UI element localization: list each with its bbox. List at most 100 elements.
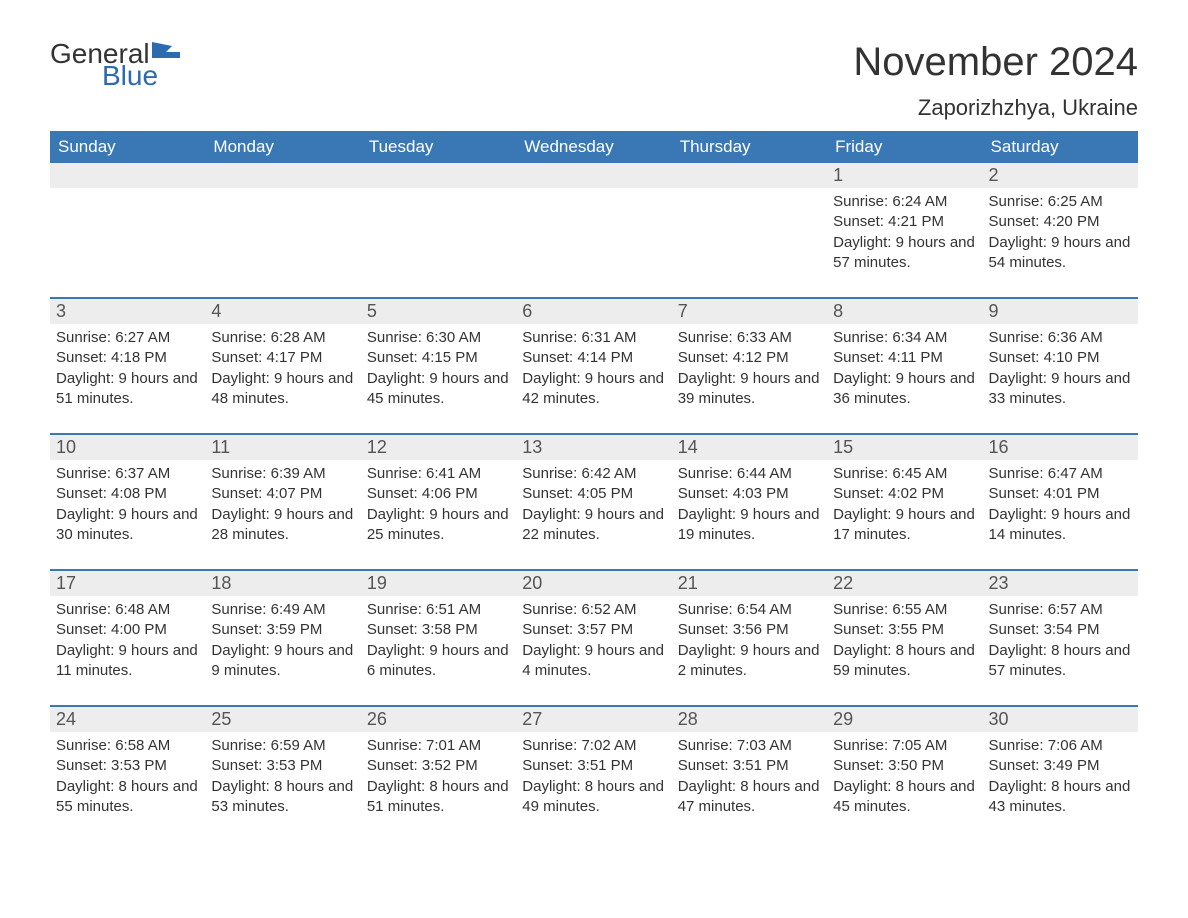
sunrise-label: Sunrise: xyxy=(678,737,737,754)
sunrise-line: Sunrise: 6:48 AM xyxy=(56,600,199,620)
day-number: 18 xyxy=(211,573,231,593)
daylight-line: Daylight: 8 hours and 45 minutes. xyxy=(833,777,976,818)
day-number: 8 xyxy=(833,301,843,321)
sunrise-label: Sunrise: xyxy=(522,329,581,346)
sunset-line: Sunset: 4:21 PM xyxy=(833,212,976,232)
day-body: Sunrise: 7:03 AMSunset: 3:51 PMDaylight:… xyxy=(672,732,827,817)
day-cell xyxy=(361,163,516,283)
day-cell: 2 Sunrise: 6:25 AMSunset: 4:20 PM Daylight… xyxy=(983,163,1138,283)
day-body: Sunrise: 6:59 AMSunset: 3:53 PMDaylight:… xyxy=(205,732,360,817)
daylight-label: Daylight: xyxy=(989,642,1052,659)
day-cell: 13Sunrise: 6:42 AMSunset: 4:05 PMDayligh… xyxy=(516,435,671,555)
sunrise-label: Sunrise: xyxy=(211,329,270,346)
sunset-line: Sunset: 4:11 PM xyxy=(833,348,976,368)
day-cell: 26Sunrise: 7:01 AMSunset: 3:52 PMDayligh… xyxy=(361,707,516,827)
day-body: Sunrise: 6:47 AMSunset: 4:01 PMDaylight:… xyxy=(983,460,1138,545)
day-body: Sunrise: 7:06 AMSunset: 3:49 PMDaylight:… xyxy=(983,732,1138,817)
daylight-line: Daylight: 9 hours and 57 minutes. xyxy=(833,233,976,274)
sunrise-label: Sunrise: xyxy=(989,329,1048,346)
sunrise-value: 6:33 AM xyxy=(737,329,792,346)
sunrise-label: Sunrise: xyxy=(989,601,1048,618)
day-number-row xyxy=(672,163,827,188)
day-cell: 7Sunrise: 6:33 AMSunset: 4:12 PMDaylight… xyxy=(672,299,827,419)
day-cell: 29Sunrise: 7:05 AMSunset: 3:50 PMDayligh… xyxy=(827,707,982,827)
sunset-label: Sunset: xyxy=(989,621,1044,638)
sunset-label: Sunset: xyxy=(833,485,888,502)
day-cell: 8Sunrise: 6:34 AMSunset: 4:11 PMDaylight… xyxy=(827,299,982,419)
sunrise-value: 6:49 AM xyxy=(271,601,326,618)
daylight-line: Daylight: 9 hours and 14 minutes. xyxy=(989,505,1132,546)
daylight-line: Daylight: 9 hours and 45 minutes. xyxy=(367,369,510,410)
sunrise-label: Sunrise: xyxy=(367,601,426,618)
day-cell: 15Sunrise: 6:45 AMSunset: 4:02 PMDayligh… xyxy=(827,435,982,555)
sunset-line: Sunset: 3:54 PM xyxy=(989,620,1132,640)
sunset-label: Sunset: xyxy=(833,213,888,230)
sunrise-value: 6:54 AM xyxy=(737,601,792,618)
daylight-label: Daylight: xyxy=(522,370,585,387)
sunset-value: 4:15 PM xyxy=(422,349,478,366)
sunset-label: Sunset: xyxy=(367,485,422,502)
daylight-label: Daylight: xyxy=(211,642,274,659)
daylight-label: Daylight: xyxy=(522,778,585,795)
day-number-row: 2 xyxy=(983,163,1138,188)
sunrise-value: 6:34 AM xyxy=(892,329,947,346)
sunset-line: Sunset: 4:15 PM xyxy=(367,348,510,368)
day-number: 20 xyxy=(522,573,542,593)
sunset-value: 4:20 PM xyxy=(1044,213,1100,230)
day-body: Sunrise: 6:55 AMSunset: 3:55 PMDaylight:… xyxy=(827,596,982,681)
sunrise-line: Sunrise: 7:02 AM xyxy=(522,736,665,756)
daylight-line: Daylight: 9 hours and 54 minutes. xyxy=(989,233,1132,274)
day-number-row: 12 xyxy=(361,435,516,460)
sunrise-label: Sunrise: xyxy=(211,465,270,482)
day-cell: 6Sunrise: 6:31 AMSunset: 4:14 PMDaylight… xyxy=(516,299,671,419)
dow-cell: Saturday xyxy=(983,131,1138,163)
sunset-label: Sunset: xyxy=(989,757,1044,774)
sunset-label: Sunset: xyxy=(833,621,888,638)
day-number-row: 3 xyxy=(50,299,205,324)
sunrise-line: Sunrise: 6:25 AM xyxy=(989,192,1132,212)
sunset-line: Sunset: 4:03 PM xyxy=(678,484,821,504)
sunset-value: 4:17 PM xyxy=(266,349,322,366)
sunset-value: 4:07 PM xyxy=(266,485,322,502)
week-row: 17Sunrise: 6:48 AMSunset: 4:00 PMDayligh… xyxy=(50,569,1138,691)
day-number: 30 xyxy=(989,709,1009,729)
sunrise-line: Sunrise: 6:31 AM xyxy=(522,328,665,348)
sunrise-line: Sunrise: 6:27 AM xyxy=(56,328,199,348)
daylight-line: Daylight: 9 hours and 39 minutes. xyxy=(678,369,821,410)
daylight-label: Daylight: xyxy=(989,506,1052,523)
sunrise-line: Sunrise: 6:41 AM xyxy=(367,464,510,484)
sunrise-line: Sunrise: 6:52 AM xyxy=(522,600,665,620)
day-number: 24 xyxy=(56,709,76,729)
sunrise-line: Sunrise: 6:54 AM xyxy=(678,600,821,620)
daylight-line: Daylight: 8 hours and 49 minutes. xyxy=(522,777,665,818)
sunset-label: Sunset: xyxy=(56,757,111,774)
day-body: Sunrise: 6:54 AMSunset: 3:56 PMDaylight:… xyxy=(672,596,827,681)
day-cell: 12Sunrise: 6:41 AMSunset: 4:06 PMDayligh… xyxy=(361,435,516,555)
sunset-value: 3:58 PM xyxy=(422,621,478,638)
day-number-row: 21 xyxy=(672,571,827,596)
day-number-row: 1 xyxy=(827,163,982,188)
sunset-value: 4:12 PM xyxy=(733,349,789,366)
day-number-row: 30 xyxy=(983,707,1138,732)
sunrise-line: Sunrise: 6:47 AM xyxy=(989,464,1132,484)
sunset-line: Sunset: 3:51 PM xyxy=(522,756,665,776)
day-body: Sunrise: 6:52 AMSunset: 3:57 PMDaylight:… xyxy=(516,596,671,681)
daylight-label: Daylight: xyxy=(833,370,896,387)
daylight-line: Daylight: 9 hours and 19 minutes. xyxy=(678,505,821,546)
day-number: 16 xyxy=(989,437,1009,457)
daylight-line: Daylight: 9 hours and 36 minutes. xyxy=(833,369,976,410)
day-number-row: 9 xyxy=(983,299,1138,324)
day-body: Sunrise: 6:45 AMSunset: 4:02 PMDaylight:… xyxy=(827,460,982,545)
sunset-value: 4:18 PM xyxy=(111,349,167,366)
day-cell: 25Sunrise: 6:59 AMSunset: 3:53 PMDayligh… xyxy=(205,707,360,827)
sunset-label: Sunset: xyxy=(989,213,1044,230)
sunset-label: Sunset: xyxy=(833,757,888,774)
day-cell: 16 Sunrise: 6:47 AMSunset: 4:01 PMDayligh… xyxy=(983,435,1138,555)
day-number: 29 xyxy=(833,709,853,729)
daylight-label: Daylight: xyxy=(678,778,741,795)
sunrise-label: Sunrise: xyxy=(367,737,426,754)
daylight-label: Daylight: xyxy=(56,778,119,795)
sunset-value: 3:53 PM xyxy=(111,757,167,774)
sunrise-value: 6:30 AM xyxy=(426,329,481,346)
sunset-line: Sunset: 4:17 PM xyxy=(211,348,354,368)
